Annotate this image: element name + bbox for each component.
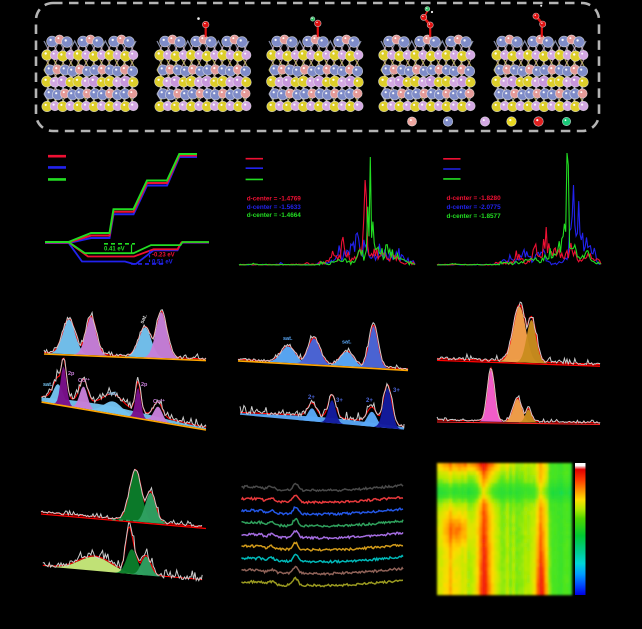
svg-text:d-center = -1.8280: d-center = -1.8280 xyxy=(447,195,502,202)
svg-text:2p: 2p xyxy=(68,371,75,377)
svg-text:2+: 2+ xyxy=(366,398,373,404)
svg-text:3+: 3+ xyxy=(393,388,400,394)
svg-text:sat.: sat. xyxy=(108,391,118,397)
svg-text:3+: 3+ xyxy=(336,398,343,404)
svg-text:-0.23 eV: -0.23 eV xyxy=(152,253,175,259)
svg-text:Co²⁺: Co²⁺ xyxy=(153,398,165,405)
svg-text:sat.: sat. xyxy=(342,340,352,346)
svg-text:d-center = -1.4664: d-center = -1.4664 xyxy=(247,212,302,219)
svg-text:d-center = -1.4769: d-center = -1.4769 xyxy=(247,196,302,203)
svg-text:Co³⁺: Co³⁺ xyxy=(78,377,90,384)
svg-text:0.41 eV: 0.41 eV xyxy=(104,247,125,253)
svg-text:d-center = -1.8577: d-center = -1.8577 xyxy=(447,213,502,220)
svg-text:2+: 2+ xyxy=(308,395,315,401)
svg-text:sat.: sat. xyxy=(283,336,293,342)
svg-text:sat.: sat. xyxy=(139,313,149,325)
svg-text:d-center = -1.5633: d-center = -1.5633 xyxy=(247,204,302,211)
svg-text:sat.: sat. xyxy=(43,382,53,388)
svg-text:2p: 2p xyxy=(141,382,148,388)
svg-text:d-center = -2.0775: d-center = -2.0775 xyxy=(447,204,502,211)
svg-text:0.51 eV: 0.51 eV xyxy=(152,260,173,266)
